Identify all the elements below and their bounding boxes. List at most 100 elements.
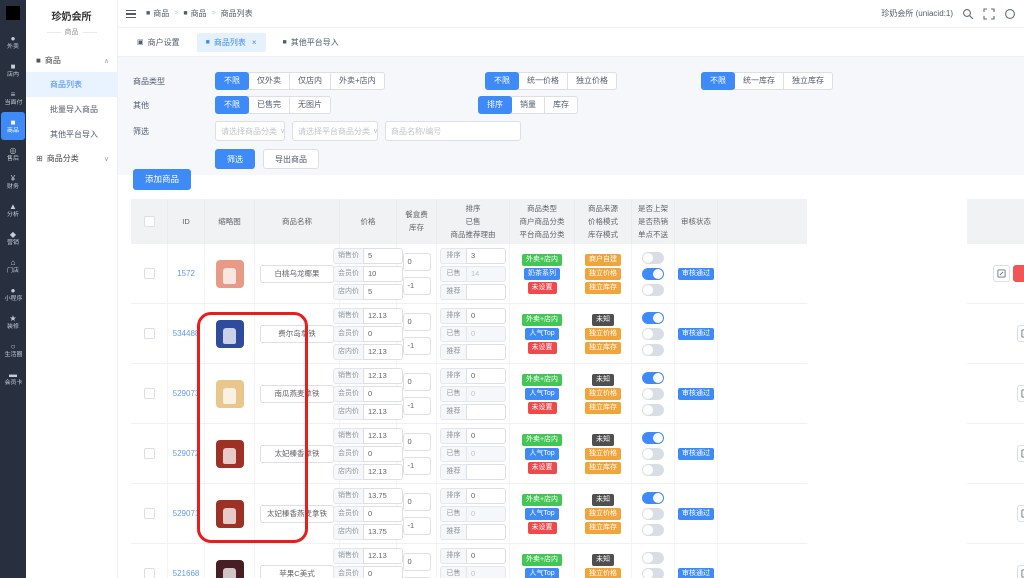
filter-submit-button[interactable]: 筛选 bbox=[215, 149, 255, 169]
stock-input[interactable]: -1 bbox=[402, 516, 431, 535]
box-fee-input[interactable]: 0 bbox=[402, 312, 431, 331]
rail-item-analytics[interactable]: ▲ 分析 bbox=[7, 201, 19, 218]
option-independent-stock[interactable]: 独立库存 bbox=[783, 72, 833, 90]
rail-item-store[interactable]: ⌂ 门店 bbox=[7, 257, 19, 274]
option-unified-price[interactable]: 统一价格 bbox=[518, 72, 568, 90]
sidebar-item-product-list[interactable]: 商品列表 bbox=[26, 72, 117, 97]
option-stock-unlimited[interactable]: 不限 bbox=[701, 72, 735, 90]
on-sale-toggle[interactable] bbox=[642, 491, 664, 504]
member-price-input[interactable]: 0 bbox=[363, 565, 403, 578]
hot-sale-toggle[interactable] bbox=[642, 327, 664, 340]
add-product-button[interactable]: 添加商品 bbox=[133, 169, 192, 190]
on-sale-toggle[interactable] bbox=[642, 551, 664, 564]
sidebar-item-platform-import[interactable]: 其他平台导入 bbox=[50, 130, 98, 139]
option-takeout-instore[interactable]: 外卖+店内 bbox=[330, 72, 385, 90]
app-logo[interactable] bbox=[6, 6, 20, 20]
recommend-input[interactable] bbox=[466, 343, 506, 360]
product-id-link[interactable]: 534488 bbox=[172, 329, 200, 338]
member-price-input[interactable]: 10 bbox=[363, 265, 403, 282]
sort-input[interactable]: 0 bbox=[466, 367, 506, 384]
stock-input[interactable]: -1 bbox=[402, 396, 431, 415]
breadcrumb-item[interactable]: ■ 商品 bbox=[146, 9, 170, 18]
product-name-input[interactable]: 苹果C美式 bbox=[260, 564, 334, 578]
option-other-unlimited[interactable]: 不限 bbox=[215, 96, 249, 114]
hot-sale-toggle[interactable] bbox=[642, 567, 664, 578]
product-name-input[interactable]: 太妃榛香拿铁 bbox=[260, 444, 334, 463]
hot-sale-toggle[interactable] bbox=[642, 447, 664, 460]
box-fee-input[interactable]: 0 bbox=[402, 372, 431, 391]
option-price-unlimited[interactable]: 不限 bbox=[485, 72, 519, 90]
option-stock[interactable]: 库存 bbox=[544, 96, 578, 114]
product-id-link[interactable]: 529073 bbox=[172, 389, 200, 398]
stock-input[interactable]: -1 bbox=[402, 456, 431, 475]
product-name-input[interactable]: 费尔岛拿铁 bbox=[260, 324, 334, 343]
row-checkbox[interactable] bbox=[143, 568, 155, 578]
sort-input[interactable]: 0 bbox=[466, 427, 506, 444]
menu-group-category[interactable]: ⊞ 商品分类 ∨ bbox=[36, 154, 109, 163]
on-sale-toggle[interactable] bbox=[642, 311, 664, 324]
export-products-button[interactable]: 导出商品 bbox=[263, 149, 319, 169]
delete-button[interactable] bbox=[1013, 265, 1024, 282]
option-unlimited[interactable]: 不限 bbox=[215, 72, 249, 90]
sort-input[interactable]: 0 bbox=[466, 487, 506, 504]
on-sale-toggle[interactable] bbox=[642, 251, 664, 264]
member-price-input[interactable]: 0 bbox=[363, 505, 403, 522]
sort-input[interactable]: 0 bbox=[466, 547, 506, 564]
hot-sale-toggle[interactable] bbox=[642, 267, 664, 280]
stock-input[interactable]: -1 bbox=[402, 576, 431, 578]
rail-item-aftersale[interactable]: ◎ 售后 bbox=[7, 145, 19, 162]
box-fee-input[interactable]: 0 bbox=[402, 492, 431, 511]
product-id-link[interactable]: 529072 bbox=[172, 449, 200, 458]
product-thumbnail[interactable] bbox=[215, 559, 244, 578]
recommend-input[interactable] bbox=[466, 523, 506, 540]
on-sale-toggle[interactable] bbox=[642, 371, 664, 384]
box-fee-input[interactable]: 0 bbox=[402, 552, 431, 571]
option-unified-stock[interactable]: 统一库存 bbox=[734, 72, 784, 90]
option-sort[interactable]: 排序 bbox=[478, 96, 512, 114]
breadcrumb-item[interactable]: ■ 商品 bbox=[183, 9, 207, 18]
product-thumbnail[interactable] bbox=[215, 499, 244, 528]
rail-item-decoration[interactable]: ★ 装修 bbox=[7, 313, 19, 330]
member-price-input[interactable]: 0 bbox=[363, 385, 403, 402]
member-price-input[interactable]: 0 bbox=[363, 445, 403, 462]
no-single-delivery-toggle[interactable] bbox=[642, 283, 664, 296]
sale-price-input[interactable]: 12.13 bbox=[363, 367, 403, 384]
on-sale-toggle[interactable] bbox=[642, 431, 664, 444]
hot-sale-toggle[interactable] bbox=[642, 507, 664, 520]
product-thumbnail[interactable] bbox=[215, 439, 244, 468]
category-select[interactable]: 请选择商品分类 ∨ bbox=[215, 121, 285, 141]
rail-item-life-circle[interactable]: ○ 生活圈 bbox=[4, 341, 22, 358]
select-all-checkbox[interactable] bbox=[143, 216, 155, 227]
option-sales[interactable]: 销量 bbox=[511, 96, 545, 114]
fullscreen-icon[interactable] bbox=[983, 7, 995, 20]
breadcrumb-item[interactable]: 商品列表 bbox=[220, 9, 253, 18]
edit-button[interactable] bbox=[1017, 565, 1024, 578]
hot-sale-toggle[interactable] bbox=[642, 387, 664, 400]
edit-button[interactable] bbox=[1017, 445, 1024, 462]
no-single-delivery-toggle[interactable] bbox=[642, 463, 664, 476]
no-single-delivery-toggle[interactable] bbox=[642, 403, 664, 416]
option-no-image[interactable]: 无图片 bbox=[289, 96, 331, 114]
row-checkbox[interactable] bbox=[143, 388, 155, 399]
rail-item-takeout[interactable]: ● 外卖 bbox=[7, 33, 19, 50]
no-single-delivery-toggle[interactable] bbox=[642, 523, 664, 536]
rail-item-miniprogram[interactable]: ● 小程序 bbox=[4, 285, 22, 302]
product-id-link[interactable]: 529071 bbox=[172, 509, 200, 518]
recommend-input[interactable] bbox=[466, 283, 506, 300]
collapse-sidebar-icon[interactable] bbox=[126, 9, 136, 18]
option-sold-out[interactable]: 已售完 bbox=[248, 96, 290, 114]
edit-button[interactable] bbox=[1017, 505, 1024, 522]
product-thumbnail[interactable] bbox=[215, 379, 244, 408]
sort-input[interactable]: 3 bbox=[466, 247, 506, 264]
menu-group-goods[interactable]: ■ 商品 ∧ bbox=[36, 56, 109, 65]
product-id-link[interactable]: 1572 bbox=[177, 269, 195, 278]
option-independent-price[interactable]: 独立价格 bbox=[567, 72, 617, 90]
box-fee-input[interactable]: 0 bbox=[402, 252, 431, 271]
product-thumbnail[interactable] bbox=[215, 259, 244, 288]
product-name-input[interactable]: 白桃乌龙椰果 bbox=[260, 264, 334, 283]
keyword-input[interactable] bbox=[385, 121, 521, 141]
platform-category-select[interactable]: 请选择平台商品分类 ∨ bbox=[292, 121, 378, 141]
rail-item-face-pay[interactable]: ≡ 当面付 bbox=[4, 89, 22, 106]
option-takeout-only[interactable]: 仅外卖 bbox=[248, 72, 290, 90]
rail-item-finance[interactable]: ¥ 财务 bbox=[7, 173, 19, 190]
